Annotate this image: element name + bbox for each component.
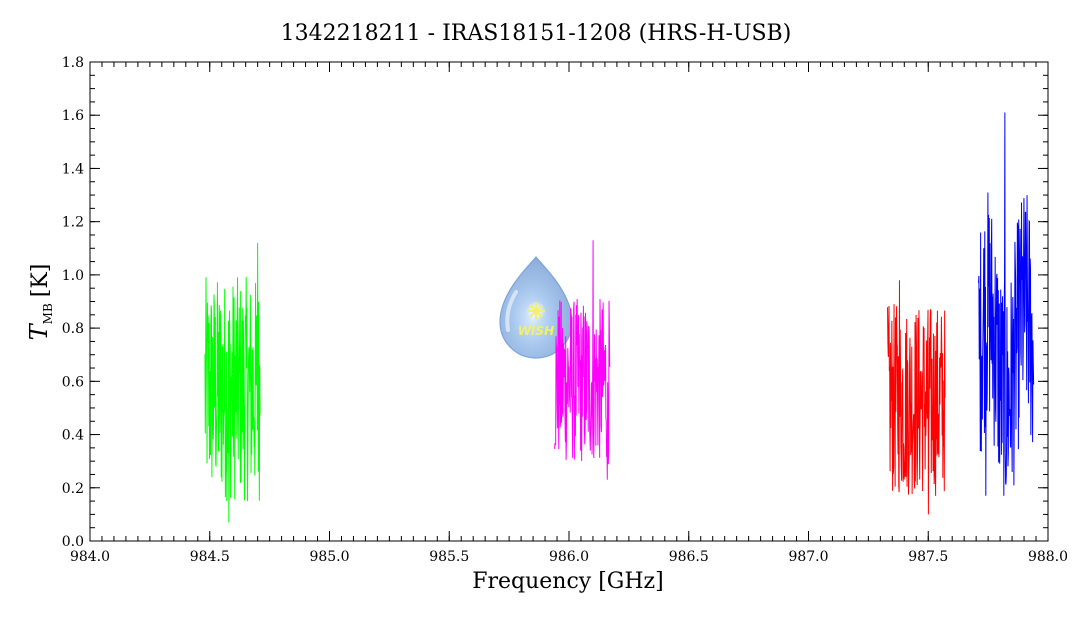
watermark-label: WISH	[518, 324, 554, 338]
y-axis-symbol: T	[25, 322, 53, 340]
y-axis-label: TMB [K]	[25, 264, 55, 341]
x-tick-label: 984.0	[70, 549, 110, 565]
x-tick-label: 984.5	[190, 549, 230, 565]
y-tick-label: 0.8	[62, 321, 84, 337]
y-axis-unit: [K]	[28, 264, 53, 298]
y-tick-label: 1.0	[62, 268, 84, 284]
y-tick-label: 1.2	[62, 215, 84, 231]
spectrum-series-2	[554, 240, 611, 480]
spectrum-series-3	[887, 280, 946, 515]
x-axis-label: Frequency [GHz]	[472, 569, 664, 594]
x-tick-label: 985.0	[309, 549, 349, 565]
x-tick-label: 987.5	[908, 549, 948, 565]
ticks-layer: 984.0 984.5 985.0 985.5 986.0 986.5 987.0 987.5…	[62, 55, 1068, 565]
wish-watermark: WISH	[499, 256, 573, 359]
x-tick-label: 986.5	[669, 549, 709, 565]
y-tick-label: 1.4	[62, 161, 84, 177]
star-icon	[527, 302, 545, 320]
y-axis-subscript: MB	[41, 303, 55, 324]
y-tick-label: 0.6	[62, 374, 84, 390]
spectrum-series-4	[978, 112, 1035, 496]
y-tick-label: 0.0	[62, 534, 84, 550]
y-tick-label: 1.6	[62, 108, 84, 124]
y-tick-label: 1.8	[62, 55, 84, 71]
x-tick-label: 986.0	[549, 549, 589, 565]
y-tick-label: 0.4	[62, 428, 84, 444]
series-layer	[204, 112, 1035, 523]
chart-title: 1342218211 - IRAS18151-1208 (HRS-H-USB)	[281, 21, 792, 46]
x-tick-label: 987.0	[788, 549, 828, 565]
x-tick-label: 985.5	[429, 549, 469, 565]
spectrum-series-1	[204, 242, 261, 523]
y-tick-label: 0.2	[62, 481, 84, 497]
x-tick-label: 988.0	[1028, 549, 1068, 565]
